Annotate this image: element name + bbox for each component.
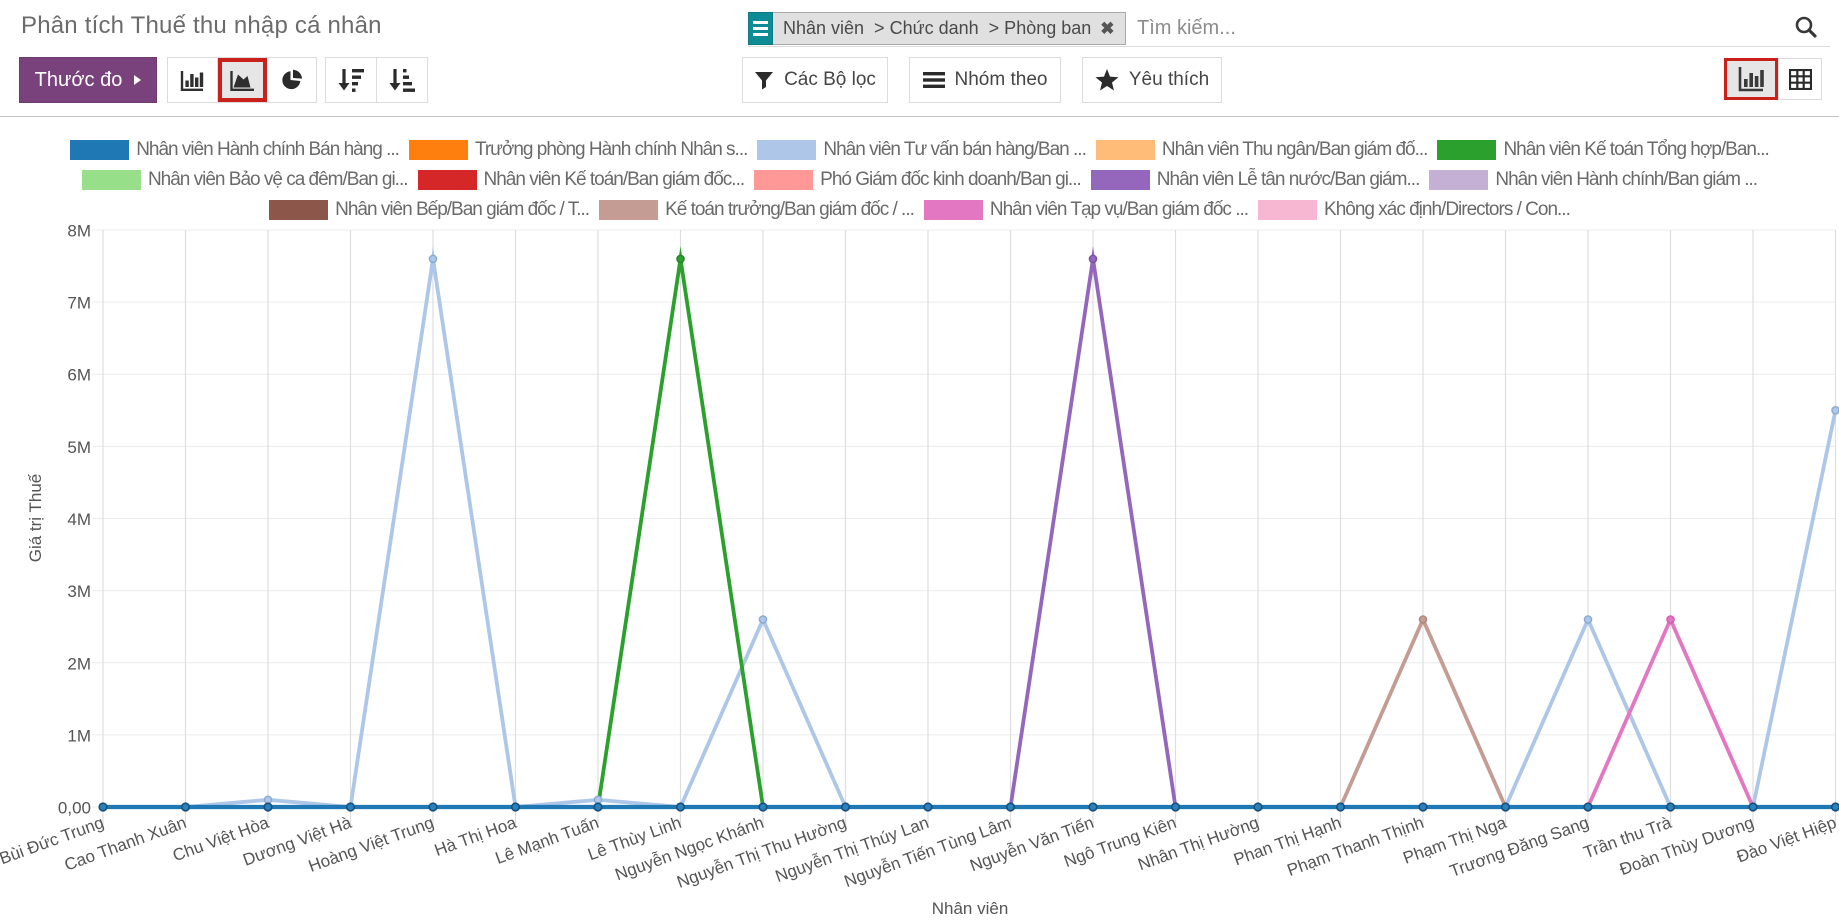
svg-text:Nhân viên: Nhân viên	[932, 899, 1009, 918]
svg-text:5M: 5M	[67, 438, 91, 457]
svg-text:Trương Đăng Sang: Trương Đăng Sang	[1447, 813, 1591, 881]
svg-text:Phạm Thanh Thịnh: Phạm Thanh Thịnh	[1285, 813, 1427, 880]
svg-text:1M: 1M	[67, 726, 91, 745]
svg-text:0,00: 0,00	[58, 799, 91, 818]
svg-text:2M: 2M	[67, 654, 91, 673]
svg-text:3M: 3M	[67, 582, 91, 601]
svg-text:6M: 6M	[67, 366, 91, 385]
svg-text:Giá trị Thuế: Giá trị Thuế	[26, 473, 45, 562]
svg-text:7M: 7M	[67, 294, 91, 313]
svg-text:4M: 4M	[67, 510, 91, 529]
svg-text:8M: 8M	[67, 222, 91, 241]
